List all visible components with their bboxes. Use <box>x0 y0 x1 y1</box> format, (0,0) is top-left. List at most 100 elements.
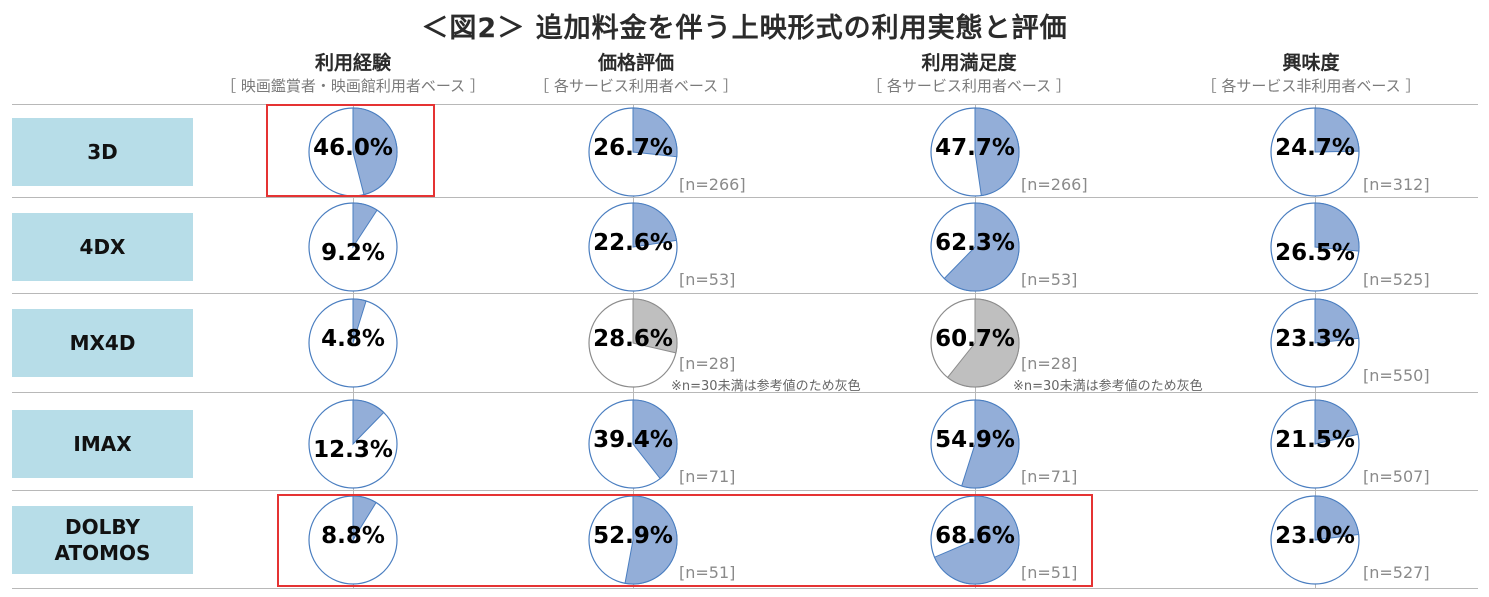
pie-value-label: 39.4% <box>593 427 673 453</box>
column-title: 興味度 <box>1282 52 1340 74</box>
row-label: 4DX <box>12 213 193 281</box>
pie-chart <box>588 107 678 197</box>
pie-cell: 26.5% <box>1270 202 1360 292</box>
sample-size-label: [n=266] <box>679 175 746 194</box>
column-header: 利用経験 ［ 映画鑑賞者・映画館利用者ベース ］ <box>221 50 485 96</box>
row-divider <box>12 490 1478 491</box>
row-divider <box>12 293 1478 294</box>
pie-value-label: 4.8% <box>321 326 385 352</box>
pie-cell: 4.8% <box>308 298 398 388</box>
sample-size-label: [n=51] <box>679 563 736 582</box>
pie-cell: 23.3% <box>1270 298 1360 388</box>
pie-cell: 23.0% <box>1270 495 1360 585</box>
pie-cell: 68.6% <box>930 495 1020 585</box>
pie-slice <box>946 298 1020 388</box>
pie-cell: 54.9% <box>930 399 1020 489</box>
pie-value-label: 60.7% <box>935 326 1015 352</box>
column-title: 利用経験 <box>314 52 392 74</box>
pie-slice <box>1314 399 1359 445</box>
pie-chart <box>308 202 398 292</box>
sample-size-label: [n=71] <box>1021 467 1078 486</box>
pie-value-label: 9.2% <box>321 240 385 266</box>
pie-slice <box>352 202 378 249</box>
pie-chart <box>308 495 398 585</box>
pie-value-label: 62.3% <box>935 230 1015 256</box>
row-label: 3D <box>12 118 193 186</box>
column-header: 価格評価 ［ 各サービス利用者ベース ］ <box>534 50 738 96</box>
pie-cell: 62.3% <box>930 202 1020 292</box>
pie-cell: 9.2% <box>308 202 398 292</box>
pie-chart <box>930 298 1020 388</box>
pie-slice <box>632 399 678 480</box>
chart-title: ＜図2＞ 追加料金を伴う上映形式の利用実態と評価 <box>421 13 1068 44</box>
pie-chart <box>308 298 398 388</box>
pie-chart <box>588 399 678 489</box>
column-subtitle: ［ 各サービス利用者ベース ］ <box>867 77 1071 95</box>
highlight-box <box>277 494 1093 587</box>
pie-value-label: 46.0% <box>313 135 393 161</box>
pie-chart <box>308 399 398 489</box>
pie-slice <box>1314 495 1360 541</box>
pie-chart <box>930 107 1020 197</box>
pie-slice <box>1314 298 1360 344</box>
pie-slice <box>352 495 377 542</box>
pie-slice <box>632 298 678 354</box>
row-label: IMAX <box>12 410 193 478</box>
pie-slice <box>624 495 678 585</box>
pie-cell: 60.7% <box>930 298 1020 388</box>
sample-size-label: [n=525] <box>1363 270 1430 289</box>
pie-value-label: 68.6% <box>935 523 1015 549</box>
sample-size-label: [n=266] <box>1021 175 1088 194</box>
pie-cell: 39.4% <box>588 399 678 489</box>
pie-chart <box>930 495 1020 585</box>
pie-slice <box>632 202 678 248</box>
row-divider <box>12 588 1478 589</box>
row-label: DOLBY ATOMOS <box>12 506 193 574</box>
pie-chart <box>588 298 678 388</box>
column-subtitle: ［ 各サービス非利用者ベース ］ <box>1201 77 1421 95</box>
row-label: MX4D <box>12 309 193 377</box>
pie-chart <box>1270 202 1360 292</box>
pie-cell: 24.7% <box>1270 107 1360 197</box>
sample-size-label: [n=527] <box>1363 563 1430 582</box>
sample-size-label: [n=71] <box>679 467 736 486</box>
pie-chart <box>308 107 398 197</box>
column-title: 価格評価 <box>597 52 675 74</box>
pie-value-label: 8.8% <box>321 523 385 549</box>
pie-slice <box>933 495 1020 585</box>
sample-size-label: [n=28] <box>679 354 736 373</box>
pie-value-label: 28.6% <box>593 326 673 352</box>
pie-value-label: 24.7% <box>1275 135 1355 161</box>
pie-chart <box>588 202 678 292</box>
pie-slice <box>632 107 678 158</box>
column-title: 利用満足度 <box>921 52 1017 74</box>
sample-size-label: [n=312] <box>1363 175 1430 194</box>
row-divider <box>12 197 1478 198</box>
pie-chart <box>1270 495 1360 585</box>
pie-value-label: 54.9% <box>935 427 1015 453</box>
pie-slice <box>1314 107 1360 153</box>
pie-chart <box>1270 107 1360 197</box>
pie-cell: 12.3% <box>308 399 398 489</box>
pie-slice <box>1314 202 1360 252</box>
pie-value-label: 12.3% <box>313 437 393 463</box>
pie-slice <box>352 107 398 196</box>
column-subtitle: ［ 各サービス利用者ベース ］ <box>534 77 738 95</box>
pie-value-label: 21.5% <box>1275 427 1355 453</box>
row-divider <box>12 104 1478 105</box>
pie-value-label: 52.9% <box>593 523 673 549</box>
pie-value-label: 22.6% <box>593 230 673 256</box>
pie-cell: 52.9% <box>588 495 678 585</box>
pie-slice <box>961 399 1020 489</box>
pie-value-label: 47.7% <box>935 135 1015 161</box>
grey-note: ※n=30未満は参考値のため灰色 <box>1013 379 1203 394</box>
pie-slice <box>974 107 1020 197</box>
pie-cell: 8.8% <box>308 495 398 585</box>
highlight-box <box>266 104 435 197</box>
pie-cell: 28.6% <box>588 298 678 388</box>
row-divider <box>12 392 1478 393</box>
sample-size-label: [n=550] <box>1363 366 1430 385</box>
pie-value-label: 23.3% <box>1275 326 1355 352</box>
pie-value-label: 26.5% <box>1275 240 1355 266</box>
pie-chart <box>930 399 1020 489</box>
